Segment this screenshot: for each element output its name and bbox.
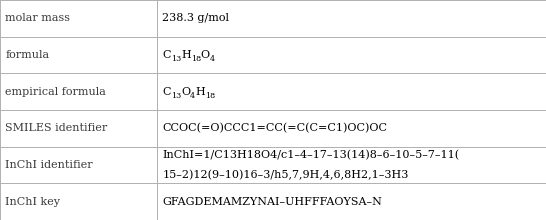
Text: 18: 18 <box>191 55 201 63</box>
Text: 15–2)12(9–10)16–3/h5,7,9H,4,6,8H2,1–3H3: 15–2)12(9–10)16–3/h5,7,9H,4,6,8H2,1–3H3 <box>162 170 408 180</box>
Text: molar mass: molar mass <box>5 13 70 23</box>
Text: 238.3 g/mol: 238.3 g/mol <box>162 13 229 23</box>
Text: formula: formula <box>5 50 50 60</box>
Text: O: O <box>181 87 190 97</box>
Text: empirical formula: empirical formula <box>5 87 106 97</box>
Text: H: H <box>195 87 205 97</box>
Text: GFAGDEMAMZYNAI–UHFFFAOYSA–N: GFAGDEMAMZYNAI–UHFFFAOYSA–N <box>162 197 382 207</box>
Text: 18: 18 <box>205 92 215 100</box>
Text: C: C <box>162 50 171 60</box>
Text: InChI key: InChI key <box>5 197 61 207</box>
Text: CCOC(=O)CCC1=CC(=C(C=C1)OC)OC: CCOC(=O)CCC1=CC(=C(C=C1)OC)OC <box>162 123 387 134</box>
Text: O: O <box>201 50 210 60</box>
Text: 13: 13 <box>171 92 181 100</box>
Text: SMILES identifier: SMILES identifier <box>5 123 108 133</box>
Text: C: C <box>162 87 171 97</box>
Text: InChI identifier: InChI identifier <box>5 160 93 170</box>
Text: 13: 13 <box>171 55 181 63</box>
Text: 4: 4 <box>190 92 195 100</box>
Text: 4: 4 <box>210 55 215 63</box>
Text: H: H <box>181 50 191 60</box>
Text: InChI=1/C13H18O4/c1–4–17–13(14)8–6–10–5–7–11(: InChI=1/C13H18O4/c1–4–17–13(14)8–6–10–5–… <box>162 150 459 160</box>
